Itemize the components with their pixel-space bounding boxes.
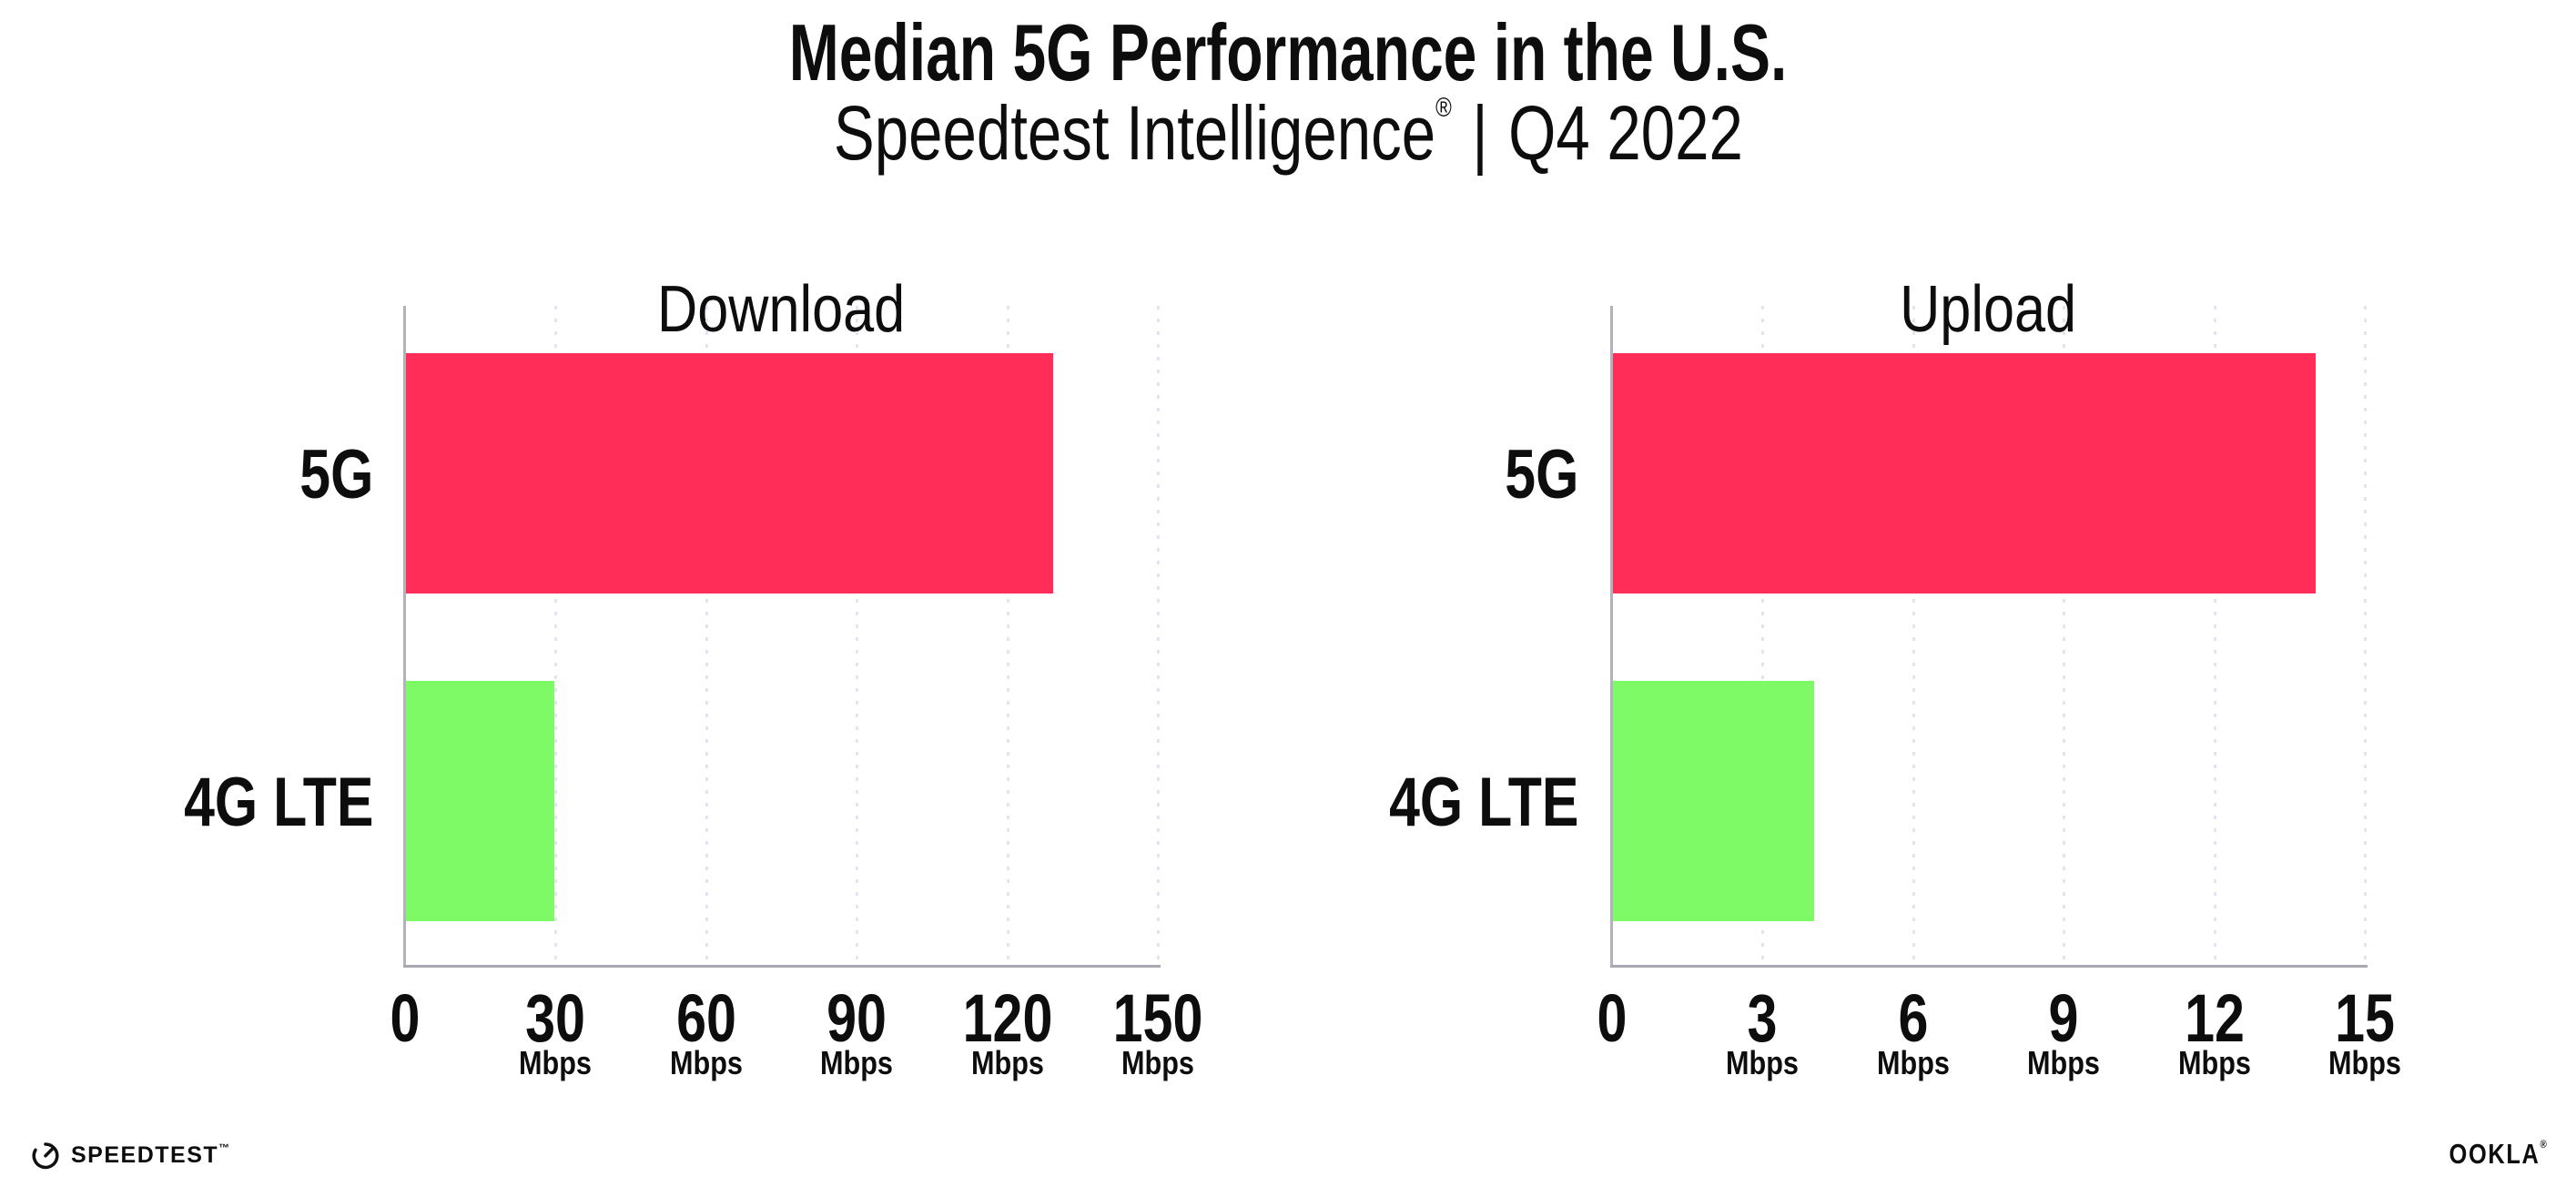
x-tick-label: 9: [2048, 980, 2079, 1056]
trademark-mark: ™: [218, 1141, 231, 1154]
upload-x-tick-units: Mbps Mbps Mbps Mbps Mbps: [1612, 1044, 2401, 1120]
subtitle-separator: |: [1471, 90, 1488, 176]
upload-chart-title: Upload: [1900, 272, 2077, 346]
x-tick-label: 90: [827, 980, 887, 1056]
gridline: [1912, 306, 1915, 967]
x-tick-label: 12: [2184, 980, 2245, 1056]
x-tick-unit: Mbps: [669, 1044, 743, 1081]
gridline: [1157, 306, 1160, 967]
x-tick-unit: Mbps: [2328, 1044, 2401, 1081]
speedtest-wordmark: SPEEDTEST™: [71, 1141, 231, 1168]
x-tick-label: 30: [525, 980, 586, 1056]
upload-x-tick-labels: 0 3 6 9 12 15: [1597, 980, 2395, 1058]
x-tick-unit: Mbps: [1876, 1044, 1950, 1081]
gridline: [705, 306, 708, 967]
download-plot-area: [403, 306, 1160, 967]
gridline: [1761, 306, 1765, 967]
download-chart-title: Download: [657, 272, 906, 346]
ookla-logo: OOKLA®: [2428, 1138, 2547, 1170]
subtitle: Speedtest Intelligence® | Q4 2022: [0, 93, 2576, 173]
x-tick-unit: Mbps: [820, 1044, 894, 1081]
page-title: Median 5G Performance in the U.S.: [0, 7, 2576, 97]
download-x-tick-labels: 0 30 60 90 120 150: [390, 980, 1203, 1058]
gridline: [2364, 306, 2367, 967]
gridline: [2213, 306, 2216, 967]
gridline: [1006, 306, 1009, 967]
category-label-5g: 5G: [1504, 436, 1578, 513]
speedtest-logo: SPEEDTEST™: [30, 1140, 231, 1171]
x-tick-label: 0: [1597, 980, 1628, 1056]
speedtest-gauge-icon: [30, 1140, 61, 1171]
registered-mark: ®: [1435, 93, 1452, 123]
page-title-text: Median 5G Performance in the U.S.: [788, 7, 1788, 97]
x-tick-unit: Mbps: [2177, 1044, 2251, 1081]
category-label-4g-lte: 4G LTE: [183, 764, 373, 841]
bar-5g-upload: [1613, 353, 2316, 593]
x-tick-unit: Mbps: [519, 1044, 593, 1081]
x-tick-label: 60: [675, 980, 736, 1056]
x-axis-line: [403, 965, 1161, 968]
y-axis-line: [403, 306, 406, 967]
y-axis-line: [1610, 306, 1613, 967]
x-axis-line: [1610, 965, 2368, 968]
category-label-4g-lte: 4G LTE: [1388, 764, 1578, 841]
x-tick-unit: Mbps: [970, 1044, 1044, 1081]
subtitle-period: Q4 2022: [1507, 90, 1743, 176]
x-tick-label: 3: [1747, 980, 1778, 1056]
download-x-tick-units: Mbps Mbps Mbps Mbps Mbps: [405, 1044, 1194, 1120]
x-tick-label: 15: [2335, 980, 2395, 1056]
x-tick-label: 150: [1112, 980, 1203, 1056]
bar-5g-download: [406, 353, 1054, 593]
gridline: [554, 306, 558, 967]
bar-4g-lte-download: [406, 681, 554, 921]
x-tick-unit: Mbps: [1726, 1044, 1800, 1081]
x-tick-label: 120: [962, 980, 1052, 1056]
x-tick-label: 6: [1898, 980, 1929, 1056]
x-tick-unit: Mbps: [1121, 1044, 1194, 1081]
upload-plot-area: [1610, 306, 2367, 967]
gridline: [856, 306, 859, 967]
x-tick-unit: Mbps: [2027, 1044, 2101, 1081]
bar-4g-lte-upload: [1613, 681, 1814, 921]
category-label-5g: 5G: [299, 436, 373, 513]
gridline: [2063, 306, 2066, 967]
ookla-wordmark: OOKLA: [2449, 1138, 2541, 1170]
registered-mark: ®: [2540, 1138, 2547, 1151]
subtitle-brand: Speedtest Intelligence: [833, 90, 1435, 176]
x-tick-label: 0: [390, 980, 421, 1056]
